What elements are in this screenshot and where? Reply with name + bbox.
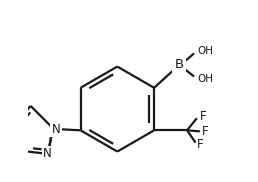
Text: B: B xyxy=(174,58,183,71)
Text: N: N xyxy=(43,147,52,160)
Text: OH: OH xyxy=(197,74,213,84)
Text: OH: OH xyxy=(197,46,213,56)
Text: N: N xyxy=(52,123,60,136)
Text: F: F xyxy=(197,138,203,151)
Text: F: F xyxy=(202,125,209,138)
Text: F: F xyxy=(199,110,206,123)
